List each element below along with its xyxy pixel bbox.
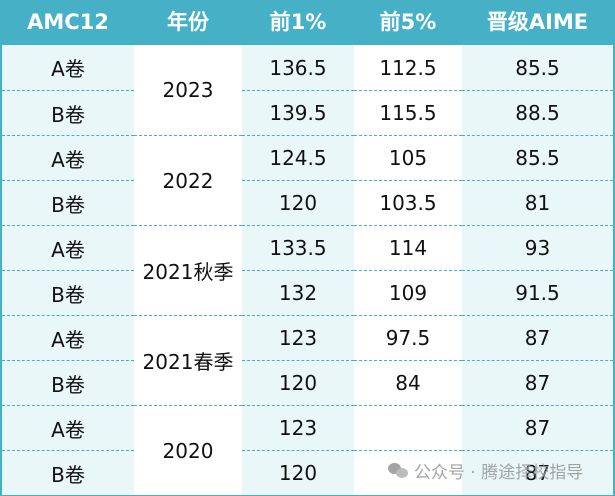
top5-cell: 84 — [354, 360, 462, 405]
paper-cell: B卷 — [2, 450, 134, 495]
watermark: 公众号 · 腾途择校指导 — [388, 458, 583, 483]
aime-cell: 91.5 — [462, 270, 613, 315]
watermark-text: 公众号 · 腾途择校指导 — [414, 463, 584, 483]
top5-cell: 97.5 — [354, 315, 462, 360]
paper-cell: A卷 — [2, 135, 134, 180]
top1-cell: 139.5 — [242, 90, 354, 135]
paper-cell: B卷 — [2, 180, 134, 225]
top5-cell: 114 — [354, 225, 462, 270]
top5-cell — [354, 405, 462, 450]
year-cell: 2023 — [134, 45, 242, 135]
header-amc12: AMC12 — [27, 10, 109, 34]
table-header: AMC12 年份 前1% 前5% 晋级AIME — [2, 0, 613, 45]
year-cell: 2021春季 — [134, 315, 242, 405]
aime-cell: 87 — [462, 405, 613, 450]
paper-cell: B卷 — [2, 270, 134, 315]
aime-cell: 87 — [462, 360, 613, 405]
top1-cell: 120 — [242, 180, 354, 225]
top5-cell: 109 — [354, 270, 462, 315]
top5-cell: 105 — [354, 135, 462, 180]
top5-cell — [354, 450, 462, 495]
top5-cell: 112.5 — [354, 45, 462, 90]
paper-cell: A卷 — [2, 225, 134, 270]
top1-cell: 123 — [242, 315, 354, 360]
aime-cell: 85.5 — [462, 135, 613, 180]
aime-cell: 88.5 — [462, 90, 613, 135]
top1-cell: 123 — [242, 405, 354, 450]
top1-cell: 124.5 — [242, 135, 354, 180]
top1-cell: 133.5 — [242, 225, 354, 270]
paper-cell: B卷 — [2, 90, 134, 135]
header-top1: 前1% — [269, 10, 327, 34]
top5-cell: 115.5 — [354, 90, 462, 135]
paper-cell: A卷 — [2, 315, 134, 360]
aime-cell: 85.5 — [462, 45, 613, 90]
header-aime: 晋级AIME — [486, 10, 589, 34]
header-year: 年份 — [167, 10, 209, 34]
year-cell: 2022 — [134, 135, 242, 225]
wechat-icon — [388, 462, 408, 479]
aime-cell: 87 — [462, 315, 613, 360]
top5-cell: 103.5 — [354, 180, 462, 225]
paper-cell: B卷 — [2, 360, 134, 405]
year-cell: 2021秋季 — [134, 225, 242, 315]
header-top5: 前5% — [379, 10, 437, 34]
paper-cell: A卷 — [2, 45, 134, 90]
aime-cell: 81 — [462, 180, 613, 225]
paper-cell: A卷 — [2, 405, 134, 450]
top1-cell: 136.5 — [242, 45, 354, 90]
year-cell: 2020 — [134, 405, 242, 495]
top1-cell: 120 — [242, 360, 354, 405]
aime-cell: 93 — [462, 225, 613, 270]
aime-cell: 87 — [462, 450, 613, 495]
top1-cell: 120 — [242, 450, 354, 495]
top1-cell: 132 — [242, 270, 354, 315]
